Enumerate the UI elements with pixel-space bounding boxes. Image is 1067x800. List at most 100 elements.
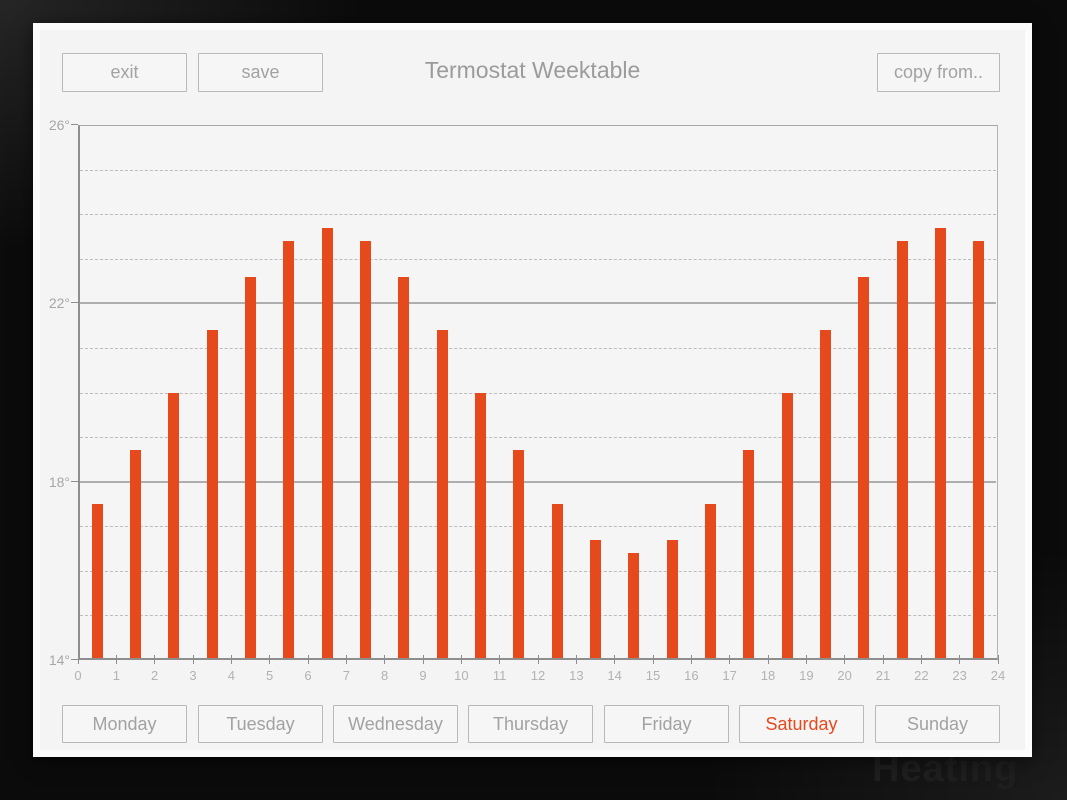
x-axis-tick (959, 655, 961, 664)
x-axis-tick (192, 655, 194, 664)
day-tab-saturday[interactable]: Saturday (739, 705, 864, 743)
temperature-bar-hour-0[interactable] (91, 503, 103, 658)
x-axis-tick (77, 655, 79, 664)
temperature-bar-hour-12[interactable] (551, 503, 563, 658)
x-axis-label: 9 (419, 668, 427, 683)
y-axis-label: 14° (48, 652, 70, 668)
x-axis-label: 4 (227, 668, 235, 683)
temperature-bar-hour-16[interactable] (705, 503, 716, 658)
temperature-bar-hour-21[interactable] (896, 240, 908, 658)
gridline-solid (80, 480, 996, 483)
thermostat-weektable-window: exit save Termostat Weektable copy from.… (33, 23, 1032, 757)
x-axis-tick (767, 655, 769, 664)
x-axis-tick (384, 655, 386, 664)
temperature-bar-hour-13[interactable] (590, 539, 601, 658)
temperature-bar-hour-2[interactable] (168, 392, 180, 658)
x-axis-tick (997, 655, 999, 664)
x-axis-tick (652, 655, 654, 664)
temperature-bar-hour-23[interactable] (973, 240, 985, 658)
y-axis-tick (71, 302, 78, 304)
exit-button[interactable]: exit (62, 53, 187, 92)
x-axis-tick (920, 655, 922, 664)
x-axis-tick (307, 655, 309, 664)
x-axis-label: 17 (722, 668, 737, 683)
x-axis-tick (575, 655, 577, 664)
gridline-dashed (80, 392, 996, 394)
temperature-bar-hour-6[interactable] (321, 227, 333, 658)
gridline-dashed (80, 214, 996, 216)
temperature-bar-hour-19[interactable] (820, 330, 831, 658)
y-axis-label: 18° (48, 473, 70, 490)
y-axis-tick (71, 659, 78, 660)
temperature-bar-hour-22[interactable] (935, 227, 946, 658)
x-axis-label: 1 (112, 668, 120, 683)
gridline-dashed (80, 526, 996, 528)
page-title: Termostat Weektable (424, 57, 641, 83)
x-axis-label: 19 (799, 668, 814, 683)
y-axis-label: 26° (48, 117, 70, 133)
gridline-dashed (80, 258, 996, 260)
day-tab-friday[interactable]: Friday (604, 705, 729, 743)
weektable-chart: 26° 22° 18° 14° 0 1 2 3 4 5 6 7 8 9 10 11 12 13 14 15 16 17 18… (40, 30, 1025, 750)
x-axis-label: 21 (875, 668, 891, 683)
y-axis-label: 22° (48, 295, 70, 312)
x-axis-label: 3 (189, 668, 197, 683)
x-axis-label: 20 (837, 668, 852, 683)
gridline-dashed (80, 437, 996, 439)
x-axis-tick (882, 655, 884, 664)
x-axis-tick (690, 655, 692, 664)
x-axis-tick (844, 655, 846, 664)
x-axis-label: 10 (454, 668, 469, 683)
x-axis-tick (422, 655, 424, 664)
temperature-bar-hour-14[interactable] (628, 553, 640, 658)
x-axis-label: 15 (645, 668, 661, 683)
x-axis-label: 2 (151, 668, 159, 683)
x-axis-tick (499, 655, 501, 664)
x-axis-label: 12 (530, 668, 546, 683)
x-axis-tick (269, 655, 271, 664)
x-axis-tick (154, 655, 156, 664)
temperature-bar-hour-3[interactable] (206, 330, 218, 658)
temperature-bar-hour-8[interactable] (398, 276, 410, 658)
temperature-bar-hour-20[interactable] (858, 276, 870, 658)
x-axis-tick (729, 655, 731, 664)
x-axis-tick (230, 655, 232, 664)
y-axis-tick (71, 124, 78, 125)
day-tab-sunday[interactable]: Sunday (875, 705, 1000, 743)
temperature-bar-hour-4[interactable] (245, 276, 256, 658)
temperature-bar-hour-1[interactable] (130, 450, 141, 658)
save-button[interactable]: save (198, 53, 323, 92)
gridline-dashed (80, 347, 996, 349)
day-tab-tuesday[interactable]: Tuesday (198, 705, 323, 743)
x-axis-tick (537, 655, 539, 664)
temperature-bar-hour-9[interactable] (436, 330, 448, 658)
gridline-solid (80, 302, 996, 305)
y-axis-tick (71, 480, 78, 482)
temperature-bar-hour-15[interactable] (666, 539, 678, 658)
day-tab-thursday[interactable]: Thursday (468, 705, 593, 743)
x-axis-label: 8 (381, 668, 389, 683)
x-axis-label: 0 (74, 668, 82, 683)
temperature-bar-hour-17[interactable] (743, 450, 755, 658)
day-tab-monday[interactable]: Monday (62, 705, 187, 743)
x-axis-tick (345, 655, 347, 664)
x-axis-label: 16 (684, 668, 699, 683)
temperature-bar-hour-11[interactable] (513, 450, 525, 658)
x-axis-tick (614, 655, 616, 664)
temperature-bar-hour-18[interactable] (781, 392, 793, 658)
gridline-dashed (80, 169, 996, 171)
temperature-bar-hour-7[interactable] (360, 240, 371, 658)
x-axis-label: 6 (304, 668, 312, 683)
temperature-bar-hour-5[interactable] (283, 240, 295, 658)
x-axis-label: 18 (760, 668, 776, 683)
x-axis-label: 22 (914, 668, 929, 683)
temperature-bar-hour-10[interactable] (475, 392, 486, 658)
x-axis-tick (460, 655, 462, 664)
gridline-dashed (80, 615, 996, 617)
x-axis-label: 7 (342, 668, 350, 683)
x-axis-label: 24 (990, 668, 1006, 683)
copy-from-button[interactable]: copy from.. (877, 53, 1000, 92)
day-tab-wednesday[interactable]: Wednesday (333, 705, 458, 743)
x-axis-label: 23 (952, 668, 967, 683)
